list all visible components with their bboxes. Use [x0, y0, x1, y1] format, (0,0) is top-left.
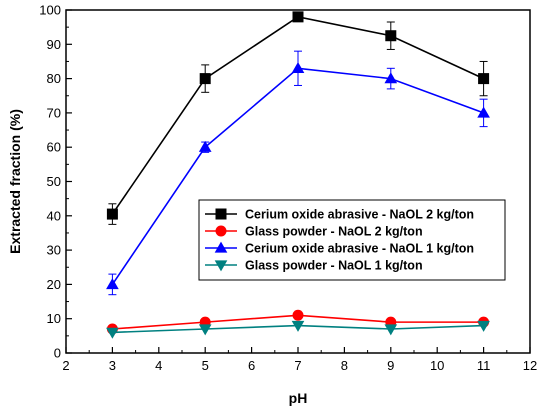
data-point — [384, 72, 398, 84]
x-tick-label: 5 — [202, 358, 209, 373]
x-tick-label: 6 — [248, 358, 255, 373]
legend-label: Cerium oxide abrasive - NaOL 1 kg/ton — [245, 242, 474, 256]
legend-label: Cerium oxide abrasive - NaOL 2 kg/ton — [245, 208, 474, 222]
x-tick-label: 8 — [341, 358, 348, 373]
legend-entry: Glass powder - NaOL 1 kg/ton — [205, 259, 423, 273]
series-layer — [106, 11, 490, 339]
y-tick-label: 70 — [47, 105, 61, 120]
data-point — [106, 208, 118, 220]
legend-box — [198, 199, 506, 281]
y-axis-title: Extracted fraction (%) — [7, 109, 23, 254]
legend-label: Glass powder - NaOL 1 kg/ton — [245, 259, 423, 273]
y-tick-label: 50 — [47, 174, 61, 189]
ticks-layer: 2 3 4 5 6 7 8 9 10 11 12 0 10 20 30 40 50 60 70 80 90 100 — [39, 3, 537, 374]
y-tick-label: 30 — [47, 243, 61, 258]
series-2 — [106, 309, 490, 335]
legend-marker — [214, 260, 228, 272]
data-point — [106, 327, 119, 339]
x-tick-label: 11 — [477, 358, 491, 373]
x-tick-label: 9 — [387, 358, 394, 373]
data-point — [477, 106, 490, 118]
data-point — [198, 140, 212, 152]
y-tick-label: 40 — [47, 208, 61, 223]
legend-marker — [215, 225, 227, 237]
data-point — [292, 11, 304, 23]
legend-entry: Cerium oxide abrasive - NaOL 1 kg/ton — [205, 242, 474, 256]
data-point — [478, 73, 490, 85]
data-point — [291, 320, 305, 332]
legend-marker — [215, 208, 227, 220]
y-tick-label: 10 — [47, 311, 61, 326]
y-tick-label: 90 — [47, 37, 61, 52]
data-point — [292, 309, 304, 321]
x-tick-label: 10 — [430, 358, 444, 373]
legend-marker — [214, 241, 228, 253]
series-line — [111, 16, 484, 215]
y-tick-label: 20 — [47, 277, 61, 292]
x-tick-label: 2 — [62, 358, 69, 373]
legend-entry: Glass powder - NaOL 2 kg/ton — [205, 225, 423, 239]
data-point — [106, 278, 119, 290]
data-point — [385, 30, 397, 42]
data-point — [291, 61, 305, 73]
legend: Cerium oxide abrasive - NaOL 2 kg/ton Gla… — [198, 199, 506, 281]
series-3 — [106, 50, 490, 296]
y-tick-label: 0 — [54, 346, 61, 361]
x-tick-label: 4 — [155, 358, 162, 373]
y-tick-label: 100 — [39, 3, 61, 18]
data-point — [198, 324, 212, 336]
data-point — [199, 73, 211, 85]
series-1 — [106, 11, 490, 225]
legend-label: Glass powder - NaOL 2 kg/ton — [245, 225, 423, 239]
y-tick-label: 60 — [47, 140, 61, 155]
x-tick-label: 7 — [294, 358, 301, 373]
series-4 — [106, 320, 490, 339]
x-tick-label: 12 — [523, 358, 537, 373]
x-axis-title: pH — [289, 390, 308, 406]
data-point — [384, 324, 398, 336]
x-tick-label: 3 — [109, 358, 116, 373]
data-point — [477, 320, 490, 332]
y-tick-label: 80 — [47, 71, 61, 86]
legend-entry: Cerium oxide abrasive - NaOL 2 kg/ton — [205, 208, 474, 222]
